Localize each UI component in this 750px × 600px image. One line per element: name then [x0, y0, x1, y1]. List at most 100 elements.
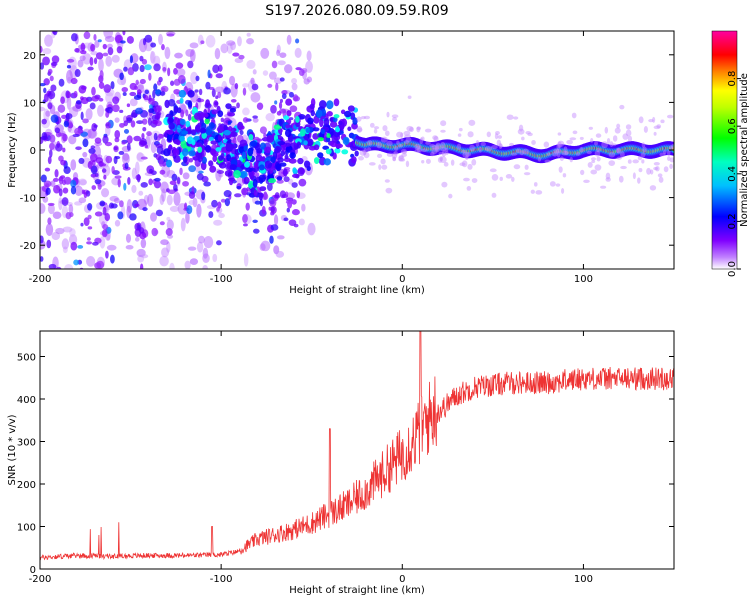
spectrogram-cell [140, 254, 149, 259]
spectrogram-cell [433, 136, 439, 142]
spectrogram-cell [618, 175, 624, 183]
spectrogram-cell [104, 141, 113, 147]
spectrogram-cell [174, 52, 183, 59]
spectrogram-cell [338, 120, 343, 126]
spectrogram-cell [653, 167, 659, 171]
spectrogram-cell [431, 145, 438, 150]
spectrogram-cell [44, 167, 51, 172]
spectrogram-cell [108, 202, 115, 209]
spectrogram-cell [342, 136, 350, 146]
spectrogram-cell [80, 50, 87, 55]
spectrogram-cell [68, 121, 73, 129]
spectrogram-cell [301, 203, 306, 212]
spectrogram-cell [120, 40, 126, 44]
snr-x-ticks: -200 -100 0 100 [29, 331, 593, 585]
spectrogram-cell [55, 227, 65, 235]
spectrogram-cell [135, 107, 143, 115]
spectrogram-cell [74, 48, 80, 53]
y-tick-label: 400 [17, 395, 36, 406]
spectrogram-cell [161, 188, 166, 202]
spectrogram-cell [202, 22, 208, 30]
spectrogram-cell [400, 148, 407, 154]
spectrogram-cell [52, 177, 59, 182]
spectrogram-cell [166, 219, 174, 231]
spectrogram-cell [496, 139, 502, 147]
spectrogram-cell [555, 183, 561, 187]
spectrogram-cell [329, 117, 334, 122]
spectrogram-cell [70, 159, 77, 171]
spectrogram-cell [352, 117, 358, 125]
spectrogram-cell [549, 181, 556, 187]
y-tick-label: 500 [17, 353, 36, 364]
spectrogram-cell [95, 52, 104, 60]
spectrogram-cell [263, 132, 267, 138]
spectrogram-cell [441, 150, 446, 158]
spectrogram-cell [44, 0, 51, 3]
spectrogram-cell [269, 235, 274, 244]
spectrogram-cell [150, 212, 157, 222]
spectrogram-cell [78, 85, 87, 94]
spectrogram-cell [363, 148, 368, 154]
spectrogram-cell [182, 18, 188, 24]
spectrogram-cell [558, 166, 563, 173]
spectrogram-cell [303, 160, 311, 168]
spectrogram-cell [41, 131, 48, 140]
spectrogram-cell [243, 253, 249, 267]
spectrogram-cell [53, 5, 59, 11]
spectrogram-cell [655, 165, 660, 172]
spectrogram-cell [104, 35, 115, 43]
spectrogram-cell [106, 244, 117, 251]
spectrogram-cell [596, 147, 601, 153]
spectrogram-cell [159, 169, 166, 175]
spectrogram-cell [217, 91, 222, 99]
spectrogram-cell [236, 185, 242, 190]
spectrogram-cell [241, 151, 247, 160]
spectrogram-cell [307, 117, 314, 125]
spectrogram-cell [238, 54, 245, 60]
spectrogram-cell [612, 135, 618, 142]
spectrogram-cell [461, 160, 468, 168]
spectrogram-cell [656, 124, 662, 129]
spectrogram-cell [232, 52, 240, 57]
spectrogram-cell [81, 189, 86, 195]
spectrogram-cell [106, 106, 113, 114]
spectrogram-cell [173, 88, 181, 95]
spectrogram-cell [376, 153, 383, 159]
spectrogram-cell [42, 47, 52, 55]
spectrogram-cell [458, 127, 463, 132]
spectrogram-cell [667, 149, 671, 157]
spectrogram-cell [86, 237, 91, 241]
spectrogram-cell [317, 137, 325, 142]
spectrogram-cell [491, 173, 499, 181]
spectrogram-cell [90, 50, 98, 56]
spectrogram-cell [122, 92, 127, 96]
spectrogram-cell [211, 88, 216, 98]
spectrogram-cell [51, 31, 55, 32]
spectrogram-cell [277, 157, 284, 163]
spectrogram-cell [467, 163, 473, 170]
spectrogram-cell [315, 109, 323, 119]
spectrogram-cell [184, 260, 191, 269]
spectrogram-cell [136, 89, 142, 95]
spectrogram-cell [53, 184, 61, 194]
spectrogram-cell [223, 124, 228, 131]
spectrogram-cell [49, 75, 54, 82]
x-tick-label: -200 [29, 274, 52, 285]
spectrogram-cell [360, 115, 366, 120]
spectrogram-cell [562, 173, 567, 178]
spectrogram-cell [616, 156, 622, 160]
spectrogram-cell [525, 131, 531, 135]
spectrogram-cell [166, 129, 174, 135]
spectrogram-cell [215, 73, 224, 79]
spectrogram-cell [91, 86, 96, 96]
spectrogram-cell [594, 150, 601, 157]
spectrogram-cell [463, 177, 470, 182]
spectrogram-cell [499, 144, 503, 148]
spectrogram-cell [205, 99, 211, 108]
spectrogram-cell [522, 148, 530, 155]
spectrogram-cell [215, 95, 219, 100]
spectrogram-cell [218, 162, 227, 169]
spectrogram-cell [510, 152, 518, 156]
spectrogram-cell [259, 186, 267, 192]
spectrogram-cell [619, 104, 625, 110]
